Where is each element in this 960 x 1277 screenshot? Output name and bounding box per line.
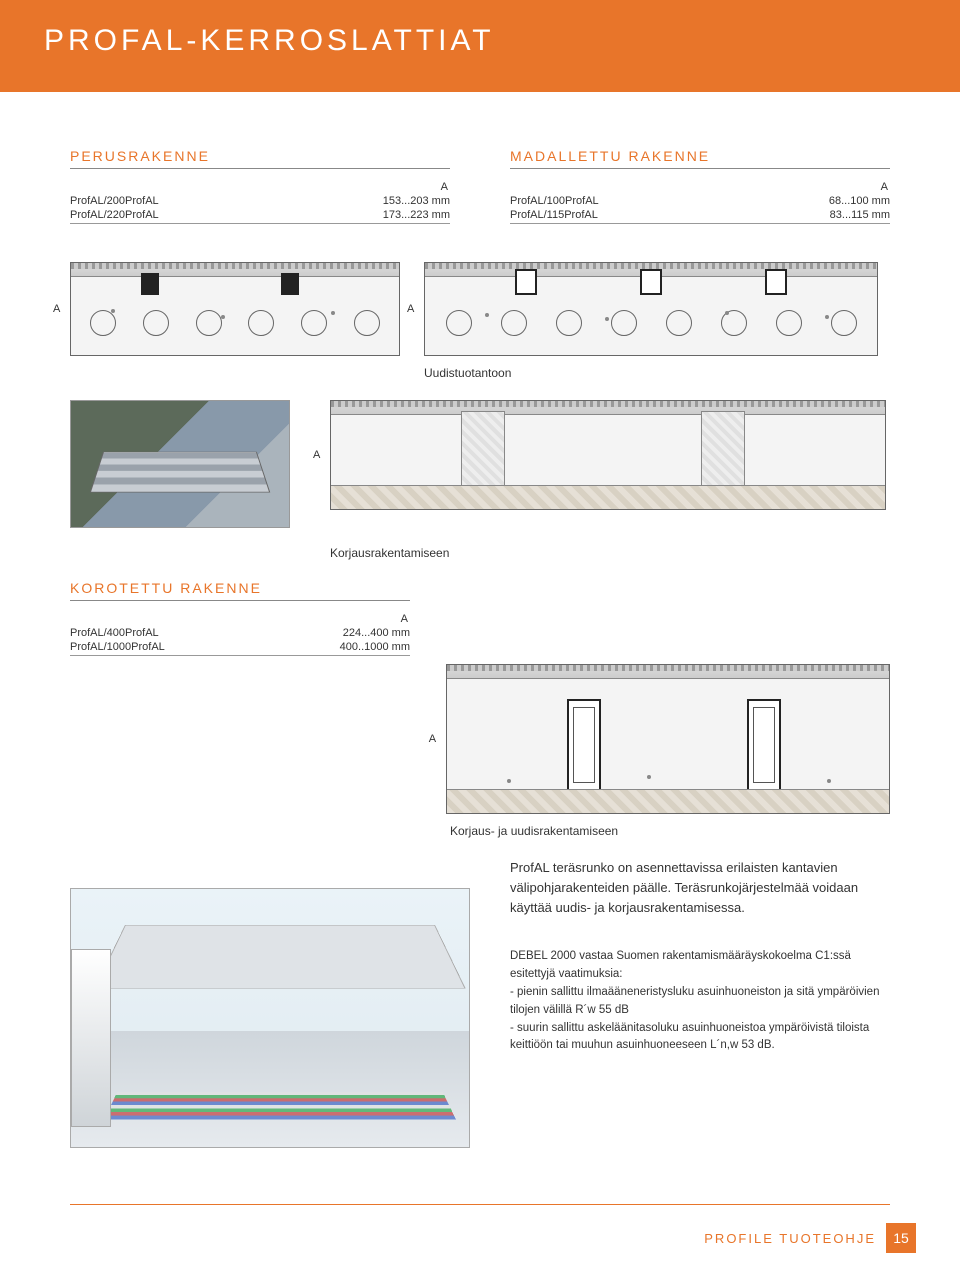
- divider: [70, 655, 410, 656]
- spec-label: ProfAL/400ProfAL: [70, 627, 165, 639]
- header-band: PROFAL-KERROSLATTIAT: [0, 0, 960, 92]
- spec-row: PERUSRAKENNE A ProfAL/200ProfAL ProfAL/2…: [70, 148, 890, 232]
- spec-label: ProfAL/115ProfAL: [510, 209, 599, 221]
- spec-label: ProfAL/200ProfAL: [70, 195, 159, 207]
- madaltettu-specs: ProfAL/100ProfAL ProfAL/115ProfAL 68...1…: [510, 195, 890, 221]
- spec-value: 224...400 mm: [340, 627, 410, 639]
- diagram-a-label: A: [313, 449, 320, 461]
- korjaus-diagram: A: [330, 400, 886, 510]
- spec-value: 153...203 mm: [383, 195, 450, 207]
- spec-value: 83...115 mm: [829, 209, 890, 221]
- caption-uudistuotantoon: Uudistuotantoon: [424, 366, 890, 380]
- a-label: A: [70, 613, 410, 625]
- spec-label: ProfAL/220ProfAL: [70, 209, 159, 221]
- perusrakenne-heading: PERUSRAKENNE: [70, 148, 450, 169]
- spec-value: 400..1000 mm: [340, 641, 410, 653]
- spec-label: ProfAL/1000ProfAL: [70, 641, 165, 653]
- madaltettu-col: MADALLETTU RAKENNE A ProfAL/100ProfAL Pr…: [510, 148, 890, 232]
- perusrakenne-col: PERUSRAKENNE A ProfAL/200ProfAL ProfAL/2…: [70, 148, 450, 232]
- perusrakenne-diagram: A: [70, 262, 400, 356]
- body-paragraph-1: ProfAL teräsrunko on asennettavissa eril…: [510, 858, 880, 918]
- madaltettu-heading: MADALLETTU RAKENNE: [510, 148, 890, 169]
- a-label: A: [510, 181, 890, 193]
- content-area: PERUSRAKENNE A ProfAL/200ProfAL ProfAL/2…: [0, 92, 960, 1148]
- footer-rule: [70, 1204, 890, 1205]
- spec-value: 68...100 mm: [829, 195, 890, 207]
- mid-row: A: [70, 400, 890, 528]
- diagram-row-1: A A: [70, 262, 890, 356]
- divider: [70, 223, 450, 224]
- body-paragraph-2: DEBEL 2000 vastaa Suomen rakentamismäärä…: [510, 948, 880, 1055]
- korotettu-diagram: A: [446, 664, 890, 814]
- divider: [510, 223, 890, 224]
- caption-korjausrakentamiseen: Korjausrakentamiseen: [330, 546, 890, 560]
- page-title: PROFAL-KERROSLATTIAT: [44, 24, 960, 58]
- install-photo: [70, 400, 290, 528]
- diagram-a-label: A: [429, 733, 436, 745]
- caption-korjaus-uudis: Korjaus- ja uudisrakentamiseen: [450, 824, 890, 838]
- footer: PROFILE TUOTEOHJE 15: [704, 1223, 916, 1253]
- korotettu-specs: ProfAL/400ProfAL ProfAL/1000ProfAL 224..…: [70, 627, 410, 653]
- korotettu-heading: KOROTETTU RAKENNE: [70, 580, 410, 601]
- text-column: ProfAL teräsrunko on asennettavissa eril…: [510, 858, 880, 1055]
- diagram-a-label: A: [407, 303, 414, 315]
- perusrakenne-specs: ProfAL/200ProfAL ProfAL/220ProfAL 153...…: [70, 195, 450, 221]
- cutaway-render: [70, 888, 470, 1148]
- diagram-a-label: A: [53, 303, 60, 315]
- spec-value: 173...223 mm: [383, 209, 450, 221]
- madaltettu-diagram: A: [424, 262, 878, 356]
- a-label: A: [70, 181, 450, 193]
- footer-text: PROFILE TUOTEOHJE: [704, 1231, 876, 1246]
- row3: A: [70, 664, 890, 814]
- footer-page-number: 15: [886, 1223, 916, 1253]
- spec-label: ProfAL/100ProfAL: [510, 195, 599, 207]
